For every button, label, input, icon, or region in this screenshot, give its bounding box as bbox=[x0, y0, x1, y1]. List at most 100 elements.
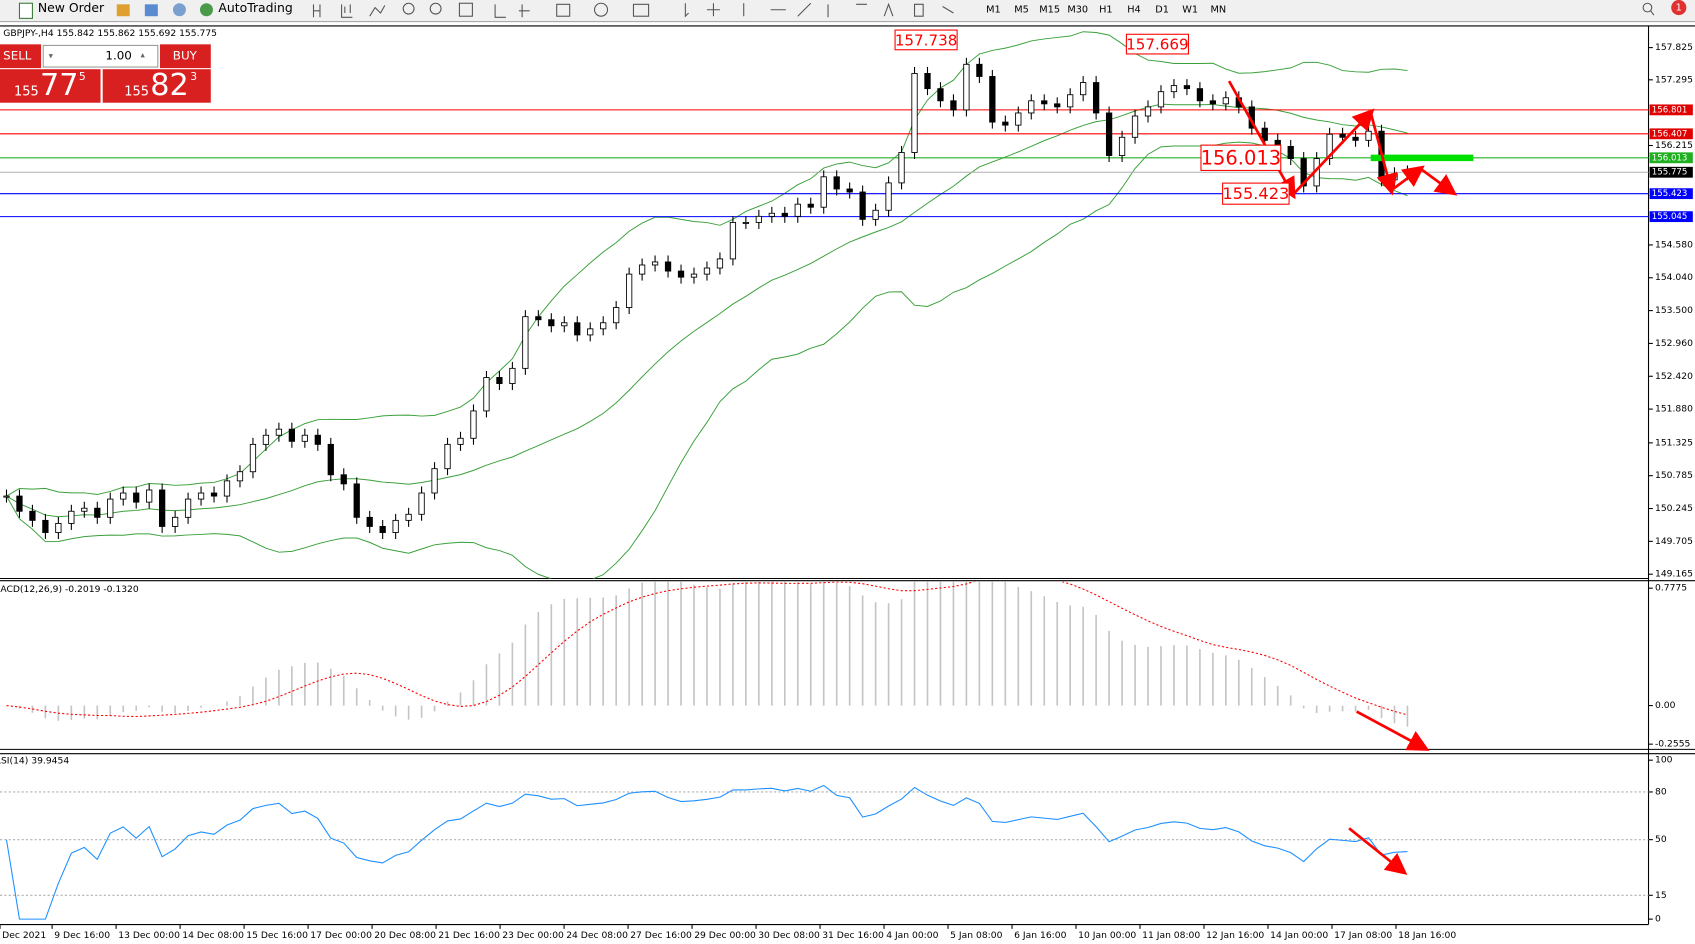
y-tick-label: 153.500 bbox=[1655, 305, 1693, 316]
candle bbox=[392, 513, 399, 540]
candle-body bbox=[68, 510, 75, 524]
notification-badge[interactable] bbox=[1671, 0, 1687, 16]
auto-trading-icon[interactable] bbox=[199, 3, 213, 17]
candle bbox=[236, 465, 244, 488]
candle bbox=[496, 370, 503, 391]
annotation-box bbox=[1222, 182, 1290, 205]
notification-count: 1 bbox=[1676, 3, 1682, 14]
candle-body bbox=[509, 367, 516, 384]
candle bbox=[68, 504, 75, 530]
y-tick-label: 15 bbox=[1655, 890, 1667, 901]
rsi-window bbox=[0, 784, 1649, 920]
candle bbox=[379, 519, 386, 540]
candle bbox=[1131, 109, 1139, 144]
candle-body bbox=[1300, 158, 1307, 187]
new-order-icon[interactable] bbox=[18, 2, 33, 19]
candle-body bbox=[989, 76, 996, 123]
candle-body bbox=[42, 519, 49, 533]
x-tick-label: 11 Jan 08:00 bbox=[1142, 930, 1200, 941]
ask-mid: 82 bbox=[150, 68, 189, 103]
candle-body bbox=[457, 437, 464, 445]
candle-body bbox=[1118, 136, 1126, 156]
timeframe-button[interactable]: D1 bbox=[1155, 5, 1169, 16]
x-tick-label: 21 Dec 16:00 bbox=[438, 930, 500, 941]
timeframe-button[interactable]: M1 bbox=[986, 5, 1001, 16]
candle bbox=[418, 486, 425, 521]
candle-body bbox=[197, 492, 205, 500]
candle-body bbox=[833, 176, 840, 190]
lot-field[interactable] bbox=[42, 44, 159, 68]
y-tick-label: 157.295 bbox=[1655, 74, 1693, 85]
timeframe-button[interactable]: H4 bbox=[1127, 5, 1140, 16]
timeframe-button[interactable]: W1 bbox=[1182, 5, 1198, 16]
spin-down[interactable]: ▾ bbox=[49, 52, 54, 62]
candle bbox=[703, 261, 711, 281]
timeframe-button[interactable]: MN bbox=[1210, 5, 1226, 16]
auto-trading-button[interactable]: AutoTrading bbox=[218, 0, 292, 15]
level-tag bbox=[1649, 152, 1693, 164]
candle-body bbox=[327, 443, 334, 476]
candle-body bbox=[820, 176, 827, 208]
candle bbox=[755, 209, 762, 229]
candle-body bbox=[937, 88, 944, 102]
candle bbox=[353, 477, 360, 524]
timeframe-button[interactable]: M30 bbox=[1067, 5, 1088, 16]
candle bbox=[120, 486, 127, 506]
candle-body bbox=[1326, 133, 1333, 160]
candle-body bbox=[1157, 91, 1165, 108]
sell-button[interactable] bbox=[0, 44, 42, 69]
candle-body bbox=[626, 273, 633, 308]
candle bbox=[366, 510, 373, 533]
bid-box[interactable] bbox=[0, 69, 101, 103]
candle-body bbox=[638, 264, 646, 275]
candle-body bbox=[963, 63, 970, 111]
icon[interactable] bbox=[172, 3, 186, 17]
candle bbox=[444, 437, 451, 476]
level-label: 155.423 bbox=[1652, 189, 1688, 199]
x-tick-label: 9 Dec 16:00 bbox=[54, 930, 110, 941]
toolbar-icons[interactable] bbox=[312, 2, 1655, 18]
candle bbox=[587, 322, 594, 342]
candle bbox=[898, 146, 905, 190]
candle bbox=[431, 462, 438, 500]
timeframe-button[interactable]: M15 bbox=[1039, 5, 1060, 16]
candle bbox=[107, 492, 114, 524]
candle bbox=[1183, 79, 1191, 96]
candle bbox=[197, 486, 205, 506]
spin-up[interactable]: ▴ bbox=[141, 51, 146, 61]
bid-mid: 77 bbox=[40, 68, 79, 103]
candle-body bbox=[1092, 82, 1100, 114]
candle-body bbox=[483, 377, 490, 412]
candle bbox=[509, 361, 516, 391]
candle-body bbox=[431, 468, 438, 494]
ask-small: 3 bbox=[190, 70, 197, 83]
candle bbox=[3, 489, 10, 503]
timeframe-button[interactable]: M5 bbox=[1014, 5, 1029, 16]
buy-button[interactable] bbox=[159, 44, 211, 69]
candle bbox=[483, 370, 490, 418]
bid-big: 155 bbox=[14, 84, 39, 99]
new-order-button[interactable]: New Order bbox=[38, 0, 105, 15]
candle bbox=[574, 316, 581, 342]
candle bbox=[327, 437, 334, 482]
candle bbox=[288, 422, 296, 448]
candle bbox=[950, 94, 957, 117]
icon[interactable] bbox=[116, 4, 130, 17]
candle bbox=[716, 252, 724, 275]
candle-body bbox=[301, 434, 308, 442]
chart-bg bbox=[0, 25, 1695, 944]
level-label: 156.013 bbox=[1652, 153, 1688, 163]
y-tick-label: 150.785 bbox=[1655, 470, 1693, 481]
ask-box[interactable] bbox=[102, 69, 211, 103]
candle-body bbox=[768, 212, 775, 217]
candle-body bbox=[885, 182, 892, 211]
candle-body bbox=[146, 489, 153, 503]
candle bbox=[807, 197, 814, 214]
candle-body bbox=[470, 410, 477, 439]
candle-body bbox=[405, 513, 412, 521]
candle bbox=[16, 489, 23, 518]
icon[interactable] bbox=[144, 4, 158, 17]
candle-body bbox=[444, 443, 451, 470]
candle bbox=[1287, 139, 1294, 166]
timeframe-button[interactable]: H1 bbox=[1099, 5, 1112, 16]
